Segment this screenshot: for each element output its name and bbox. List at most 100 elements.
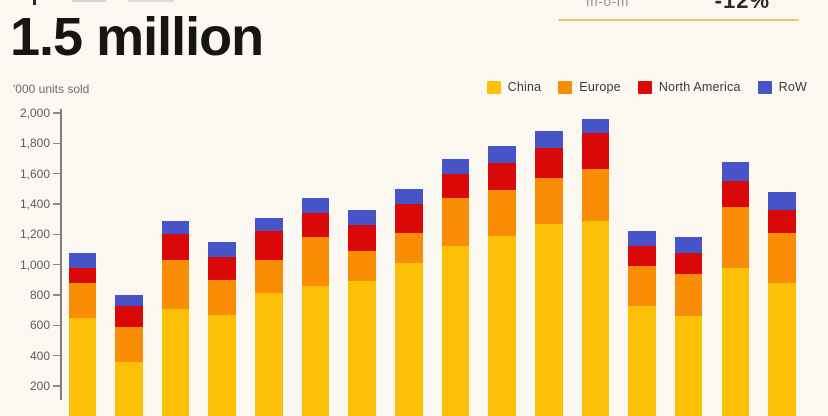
bar-segment-row bbox=[535, 131, 563, 148]
bar-segment-europe bbox=[441, 197, 470, 247]
bar-segment-europe bbox=[348, 251, 376, 282]
bar-segment-north-america bbox=[301, 213, 330, 238]
y-axis-tick-mark bbox=[53, 233, 60, 236]
bar-segment-europe bbox=[721, 207, 750, 268]
y-axis-tick-label: 1,600 bbox=[19, 166, 50, 181]
y-axis-tick-mark bbox=[53, 112, 60, 114]
bar-segment-europe bbox=[581, 169, 610, 221]
bar-segment-europe bbox=[535, 178, 563, 224]
bar-segment-china bbox=[674, 316, 703, 416]
mom-stat-label: m-o-m bbox=[586, 0, 629, 9]
bar-segment-europe bbox=[768, 232, 796, 283]
bar-segment-row bbox=[581, 119, 610, 133]
bar-segment-row bbox=[395, 188, 423, 204]
bar-segment-north-america bbox=[628, 246, 656, 267]
bar-segment-europe bbox=[161, 260, 190, 309]
chart-legend: China Europe North America RoW bbox=[486, 80, 807, 94]
bar-segment-row bbox=[161, 220, 190, 235]
bar-segment-china bbox=[68, 317, 96, 416]
bar-segment-china bbox=[628, 305, 656, 416]
y-axis-tick-mark bbox=[53, 172, 60, 175]
y-axis-units-label: '000 units sold bbox=[13, 82, 90, 96]
y-axis-tick-mark bbox=[53, 263, 60, 266]
legend-label: North America bbox=[658, 80, 741, 94]
legend-swatch bbox=[757, 80, 772, 94]
y-axis-tick-mark bbox=[53, 203, 60, 205]
bar-segment-china bbox=[721, 267, 750, 416]
bar-segment-europe bbox=[488, 190, 516, 236]
cropped-text-fragment bbox=[72, 0, 106, 2]
y-axis-tick-label: 1,200 bbox=[19, 227, 50, 242]
bar-segment-china bbox=[208, 314, 236, 416]
stat-divider-line bbox=[558, 19, 799, 21]
bar-segment-row bbox=[721, 161, 750, 182]
mom-stat-row: m-o-m -12% bbox=[556, 0, 828, 14]
bar-segment-china bbox=[348, 281, 376, 416]
bar-segment-china bbox=[441, 246, 470, 416]
bar-segment-row bbox=[488, 146, 516, 164]
y-axis-tick-label: 400 bbox=[29, 348, 50, 363]
stacked-bar-chart: 2,000 1,800 1,600 1,400 1,200 1,000 800 600 400 2… bbox=[19, 106, 796, 416]
y-axis-tick-mark bbox=[53, 354, 60, 357]
y-axis-tick-label: 1,800 bbox=[19, 136, 50, 151]
cropped-text-fragment bbox=[33, 0, 36, 5]
bar-segment-north-america bbox=[535, 147, 563, 179]
bar-segment-row bbox=[628, 231, 656, 247]
bar-segment-row bbox=[301, 197, 330, 214]
bar-segment-europe bbox=[255, 260, 283, 294]
bar-segment-row bbox=[768, 191, 796, 211]
bar-segment-row bbox=[441, 158, 470, 174]
bar-segment-row bbox=[68, 252, 96, 268]
bar-segment-north-america bbox=[441, 173, 470, 198]
bar-segment-china bbox=[768, 282, 796, 416]
bar-segment-china bbox=[161, 308, 190, 416]
bar-segment-europe bbox=[301, 237, 330, 286]
mom-stat-value: -12% bbox=[714, 0, 770, 13]
bar-segment-north-america bbox=[348, 225, 376, 251]
bar-segment-north-america bbox=[161, 234, 190, 261]
bar-segment-china bbox=[395, 263, 423, 416]
legend-swatch bbox=[486, 80, 501, 94]
legend-label: Europe bbox=[579, 80, 621, 94]
y-axis-tick-mark bbox=[53, 294, 60, 296]
legend-label: RoW bbox=[778, 80, 807, 94]
bar-segment-row bbox=[348, 210, 376, 226]
bar-segment-china bbox=[255, 293, 283, 416]
y-axis-tick-label: 600 bbox=[29, 318, 50, 333]
y-axis-tick-label: 1,400 bbox=[19, 197, 50, 211]
bar-segment-north-america bbox=[68, 267, 96, 283]
legend-swatch bbox=[558, 80, 573, 94]
bar-segment-north-america bbox=[208, 257, 236, 280]
legend-label: China bbox=[507, 80, 542, 94]
headline-value: 1.5 million bbox=[10, 7, 264, 67]
bar-segment-north-america bbox=[768, 210, 796, 233]
bar-segment-europe bbox=[115, 326, 143, 362]
bar-segment-row bbox=[255, 217, 283, 232]
legend-item-north-america: North America bbox=[637, 80, 741, 94]
bar-segment-row bbox=[208, 241, 236, 258]
bar-segment-europe bbox=[674, 273, 703, 317]
y-axis-tick-mark bbox=[53, 324, 60, 327]
bar-segment-north-america bbox=[721, 181, 750, 208]
y-axis-tick-label: 2,000 bbox=[19, 106, 50, 120]
legend-item-row: RoW bbox=[757, 80, 807, 94]
bar-segment-row bbox=[674, 237, 703, 253]
bar-segment-row bbox=[115, 295, 143, 306]
bar-segment-china bbox=[581, 220, 610, 416]
bar-segment-north-america bbox=[115, 305, 143, 327]
bar-segment-china bbox=[115, 361, 143, 416]
y-axis-tick-mark bbox=[53, 142, 60, 145]
bar-segment-europe bbox=[68, 282, 96, 318]
legend-item-china: China bbox=[486, 80, 542, 94]
bar-segment-north-america bbox=[674, 252, 703, 274]
bar-segment-china bbox=[535, 223, 563, 416]
bar-segment-europe bbox=[395, 232, 423, 264]
bar-segment-north-america bbox=[488, 163, 516, 191]
y-axis-tick-mark bbox=[53, 385, 60, 387]
legend-item-europe: Europe bbox=[558, 80, 621, 94]
cropped-text-fragment bbox=[128, 0, 174, 2]
legend-swatch bbox=[637, 80, 652, 94]
bar-segment-north-america bbox=[395, 204, 423, 233]
bar-segment-china bbox=[488, 235, 516, 416]
bar-segment-europe bbox=[208, 279, 236, 315]
